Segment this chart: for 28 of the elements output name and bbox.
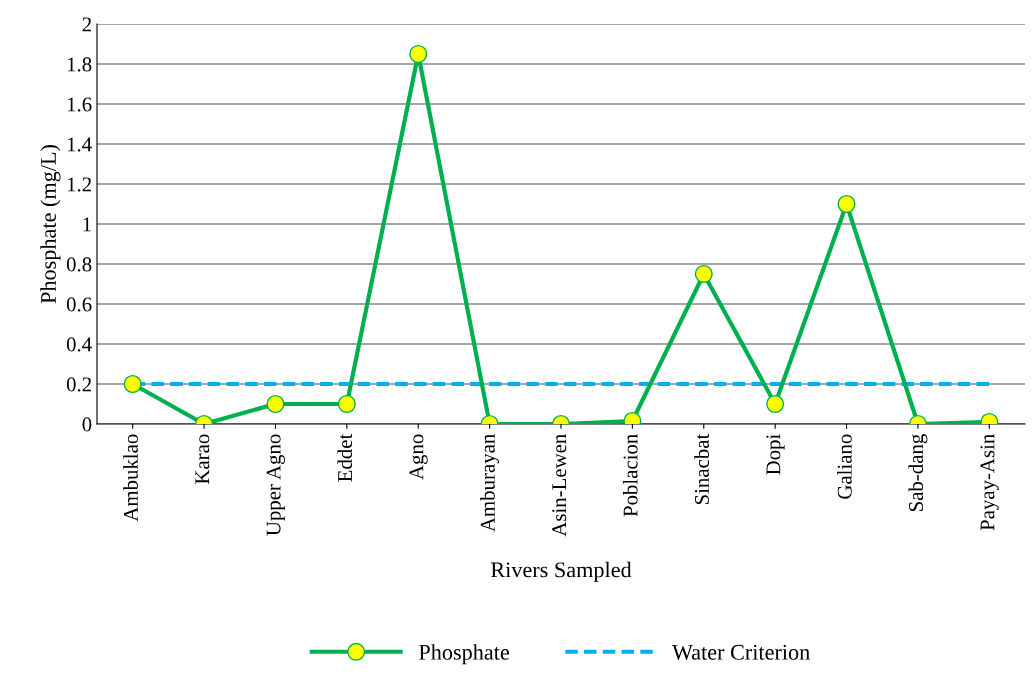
x-tick-label: Poblacion xyxy=(622,434,638,517)
x-tick-label: Upper Agno xyxy=(266,434,285,536)
y-tick-label: 1.4 xyxy=(67,137,92,152)
x-tick-label: Sab-dang xyxy=(908,434,928,512)
y-tick-label: 0.6 xyxy=(66,297,92,312)
x-tick-label: Agno xyxy=(409,434,428,480)
y-tick-label: 1.6 xyxy=(67,97,92,112)
x-tick-label: Karao xyxy=(195,434,210,485)
y-tick-label: 1 xyxy=(83,217,91,232)
y-tick-label: 0.2 xyxy=(66,377,91,392)
x-tick-label: Ambuklao xyxy=(123,434,138,522)
y-tick-label: 0.4 xyxy=(66,337,92,352)
y-tick-label: 1.2 xyxy=(67,177,91,192)
y-axis-title: Phosphate (mg/L) xyxy=(40,145,61,304)
x-tick-label: Sinacbat xyxy=(694,433,709,505)
x-tick-label: Eddet xyxy=(337,433,353,482)
y-tick-label: 2 xyxy=(82,17,91,32)
x-tick-label: Asin-Lewen xyxy=(552,434,567,537)
legend-label: Water Criterion xyxy=(672,644,810,660)
x-tick-label: Amburayan xyxy=(480,434,500,532)
y-tick-label: 0 xyxy=(82,417,92,432)
legend-label: Phosphate xyxy=(419,644,509,665)
x-axis-title: Rivers Sampled xyxy=(490,561,632,582)
x-tick-label: Payay-Asin xyxy=(980,434,999,531)
y-tick-label: 1.8 xyxy=(67,57,92,72)
y-tick-label: 0.8 xyxy=(66,257,92,272)
x-tick-label: Dopi xyxy=(766,434,785,475)
x-tick-label: Galiano xyxy=(837,434,852,499)
